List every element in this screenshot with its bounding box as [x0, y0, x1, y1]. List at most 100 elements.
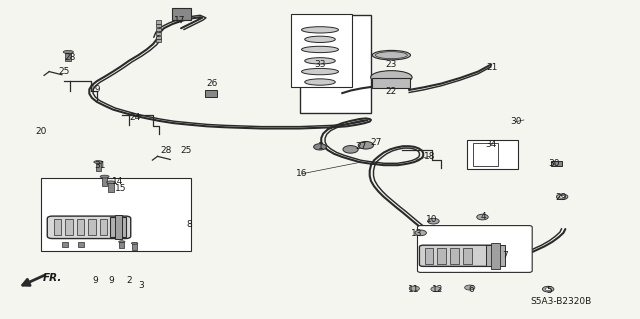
Bar: [172, 8, 191, 20]
Bar: [41, 178, 191, 251]
Ellipse shape: [301, 27, 339, 33]
Ellipse shape: [431, 286, 441, 292]
Bar: [463, 248, 472, 264]
Bar: [437, 248, 446, 264]
Ellipse shape: [415, 230, 426, 236]
Circle shape: [358, 141, 374, 149]
Text: 34: 34: [485, 140, 497, 149]
Bar: [78, 242, 84, 248]
Bar: [450, 248, 459, 264]
Bar: [491, 243, 500, 269]
Bar: [88, 219, 96, 235]
Ellipse shape: [542, 286, 554, 292]
Text: 19: 19: [90, 85, 102, 94]
Text: 8: 8: [186, 220, 192, 229]
Bar: [119, 242, 124, 248]
Circle shape: [343, 145, 358, 153]
Ellipse shape: [545, 288, 551, 291]
Text: 6: 6: [468, 285, 474, 294]
Bar: [108, 182, 113, 192]
Ellipse shape: [301, 46, 339, 53]
Bar: [96, 163, 100, 171]
Text: 21: 21: [486, 63, 498, 72]
Text: 30: 30: [548, 159, 560, 168]
Bar: [65, 53, 72, 62]
Bar: [102, 177, 107, 186]
FancyBboxPatch shape: [419, 245, 500, 266]
Text: 27: 27: [371, 137, 382, 147]
Text: 14: 14: [111, 177, 123, 186]
Text: 15: 15: [115, 184, 127, 193]
Ellipse shape: [305, 79, 335, 85]
Ellipse shape: [94, 160, 102, 163]
Text: 33: 33: [314, 60, 326, 69]
Text: 31: 31: [95, 161, 106, 170]
Text: 3: 3: [139, 281, 145, 291]
Bar: [156, 20, 161, 24]
Ellipse shape: [305, 58, 335, 64]
Text: 23: 23: [386, 60, 397, 69]
Circle shape: [314, 144, 326, 150]
Text: 12: 12: [432, 285, 444, 294]
Ellipse shape: [371, 70, 412, 84]
Text: 28: 28: [65, 53, 76, 62]
Bar: [77, 219, 84, 235]
Text: 2: 2: [126, 276, 132, 285]
Ellipse shape: [100, 175, 109, 178]
Bar: [62, 242, 68, 248]
Text: 9: 9: [93, 276, 99, 285]
FancyBboxPatch shape: [47, 216, 131, 239]
Ellipse shape: [118, 241, 125, 243]
Bar: [156, 28, 161, 31]
Bar: [156, 39, 161, 42]
Bar: [156, 35, 161, 39]
Text: 18: 18: [424, 152, 435, 161]
Ellipse shape: [409, 286, 419, 291]
Ellipse shape: [301, 69, 339, 75]
Text: 11: 11: [408, 285, 419, 294]
Ellipse shape: [477, 214, 488, 220]
Text: 24: 24: [129, 113, 141, 122]
Text: 13: 13: [411, 229, 422, 238]
Text: 9: 9: [108, 276, 114, 285]
Text: 30: 30: [511, 117, 522, 126]
Text: 4: 4: [480, 212, 486, 221]
Text: 20: 20: [35, 127, 47, 136]
Bar: [291, 14, 352, 87]
Text: 17: 17: [174, 16, 186, 25]
Text: 25: 25: [58, 67, 70, 76]
Bar: [109, 217, 125, 237]
Bar: [156, 24, 161, 27]
Text: 5: 5: [547, 286, 552, 295]
Bar: [486, 245, 505, 266]
Bar: [132, 243, 137, 250]
Ellipse shape: [428, 218, 439, 224]
Ellipse shape: [131, 242, 138, 244]
Text: 7: 7: [502, 251, 508, 260]
Text: S5A3-B2320B: S5A3-B2320B: [531, 297, 591, 306]
Text: 25: 25: [180, 145, 192, 154]
Ellipse shape: [106, 181, 115, 184]
Bar: [473, 143, 499, 167]
Bar: [100, 219, 107, 235]
Text: 26: 26: [206, 79, 218, 88]
Bar: [115, 215, 122, 239]
Text: FR.: FR.: [43, 273, 62, 283]
Ellipse shape: [305, 36, 335, 42]
FancyBboxPatch shape: [417, 226, 532, 272]
Bar: [372, 78, 410, 88]
Bar: [65, 219, 73, 235]
Ellipse shape: [559, 196, 565, 198]
Text: 10: 10: [426, 215, 437, 224]
Ellipse shape: [556, 194, 568, 200]
Text: 28: 28: [160, 145, 172, 154]
Bar: [54, 219, 61, 235]
Text: 1: 1: [318, 142, 324, 151]
Bar: [300, 15, 371, 113]
Text: 27: 27: [356, 142, 367, 151]
Bar: [156, 32, 161, 35]
Ellipse shape: [465, 285, 475, 290]
Text: 29: 29: [555, 193, 566, 202]
Bar: [205, 90, 217, 97]
Bar: [467, 140, 518, 169]
